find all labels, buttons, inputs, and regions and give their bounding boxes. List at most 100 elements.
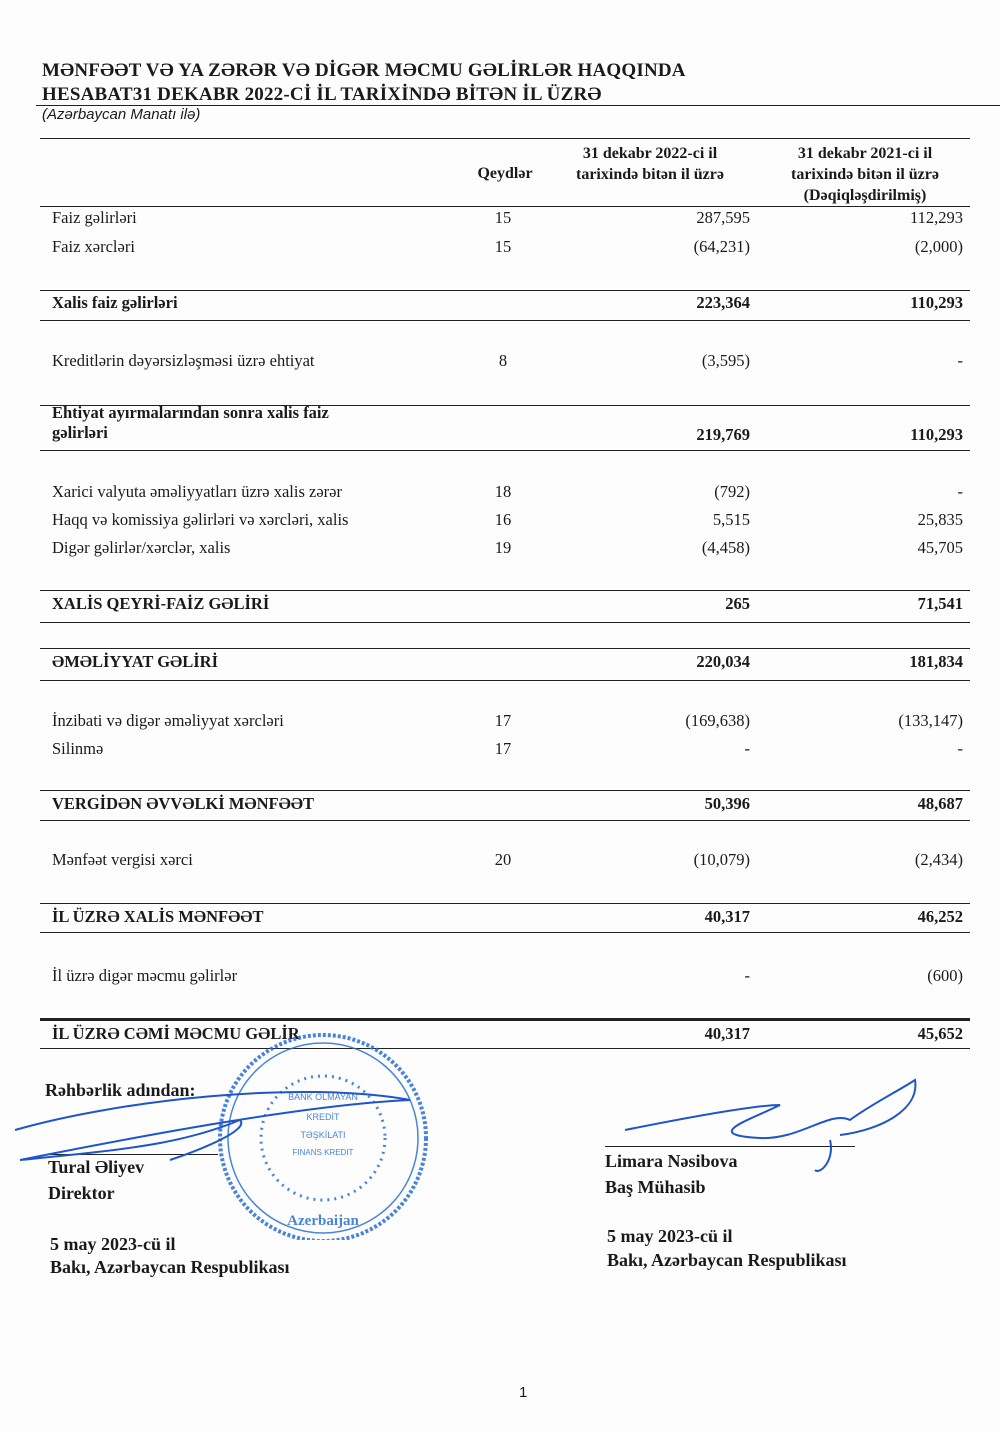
left-date: 5 may 2023-cü il: [50, 1234, 176, 1254]
value-2021: 48,687: [917, 794, 963, 813]
divider: [40, 820, 970, 821]
divider: [40, 320, 970, 321]
divider: [40, 648, 970, 649]
row-label: İL ÜZRƏ XALİS MƏNFƏƏT: [52, 907, 264, 926]
value-2022: (169,638): [685, 711, 750, 730]
value-2022: 5,515: [712, 510, 750, 529]
header-2022-line1: 31 dekabr 2022-ci il: [582, 145, 718, 162]
value-2022: (792): [714, 482, 750, 501]
row-label: İnzibati və digər əməliyyat xərcləri: [52, 711, 284, 730]
right-date: 5 may 2023-cü il: [607, 1226, 733, 1246]
value-2022: 40,317: [704, 1024, 750, 1043]
on-behalf-label: Rəhbərlik adından:: [45, 1080, 196, 1100]
value-2021: 25,835: [917, 510, 963, 529]
title-underline: [36, 105, 1000, 106]
value-2022: (10,079): [693, 850, 750, 869]
value-2021: (133,147): [898, 711, 963, 730]
row-note: 20: [494, 850, 512, 869]
value-2022: 220,034: [696, 652, 750, 671]
accountant-name: Limara Nəsibova: [605, 1151, 738, 1171]
value-2022: 40,317: [704, 907, 750, 926]
director-title: Direktor: [48, 1183, 115, 1203]
stamp-and-signatures: BANK OLMAYAN KREDİT TƏŞKİLATI FINANS KRE…: [14, 1033, 917, 1240]
divider: [40, 932, 970, 933]
row-label: Faiz gəlirləri: [52, 208, 137, 227]
header-2022: 31 dekabr 2022-ci il tarixində bitən il …: [550, 143, 750, 185]
row-label: XALİS QEYRİ-FAİZ GƏLİRİ: [52, 594, 270, 613]
value-2021: 71,541: [917, 594, 963, 613]
header-2022-line2: tarixində bitən il üzrə: [576, 166, 724, 183]
value-2021: 110,293: [910, 425, 963, 444]
row-label: VERGİDƏN ƏVVƏLKİ MƏNFƏƏT: [52, 794, 314, 813]
value-2022: (3,595): [701, 351, 750, 370]
accountant-title: Baş Mühasib: [605, 1177, 706, 1197]
divider: [40, 903, 970, 904]
row-note: 18: [494, 482, 512, 501]
value-2022: 287,595: [696, 208, 750, 227]
row-note: 17: [494, 711, 512, 730]
value-2021: 112,293: [909, 208, 963, 227]
row-label-cont: gəlirləri: [52, 423, 108, 442]
currency-note: (Azərbaycan Manatı ilə): [42, 106, 201, 123]
row-label: Xalis faiz gəlirləri: [52, 293, 178, 312]
value-2022: 219,769: [696, 425, 750, 444]
divider: [40, 138, 970, 139]
row-label: İl üzrə digər məcmu gəlirlər: [52, 966, 238, 985]
svg-text:TƏŞKİLATI: TƏŞKİLATI: [300, 1130, 345, 1140]
divider: [40, 290, 970, 291]
value-2021: 45,652: [917, 1024, 963, 1043]
header-notes: Qeydlər: [477, 165, 533, 182]
row-note: 15: [494, 208, 512, 227]
value-2021: (2,000): [914, 237, 963, 256]
row-note: 16: [494, 510, 512, 529]
row-label: Kreditlərin dəyərsizləşməsi üzrə ehtiyat: [52, 351, 315, 370]
divider: [40, 405, 970, 406]
header-2021: 31 dekabr 2021-ci il tarixində bitən il …: [765, 143, 965, 206]
divider: [40, 1018, 970, 1021]
right-place: Bakı, Azərbaycan Respublikası: [607, 1250, 847, 1270]
company-stamp: BANK OLMAYAN KREDİT TƏŞKİLATI FINANS KRE…: [218, 1033, 428, 1240]
value-2021: -: [957, 351, 964, 370]
header-2021-line3: (Dəqiqləşdirilmiş): [803, 187, 927, 204]
row-label: Silinmə: [52, 739, 104, 758]
svg-text:Azerbaijan: Azerbaijan: [287, 1213, 359, 1229]
divider: [40, 1048, 970, 1049]
value-2021: (2,434): [914, 850, 963, 869]
value-2022: 50,396: [704, 794, 750, 813]
value-2021: -: [957, 482, 964, 501]
title-line-1: MƏNFƏƏT VƏ YA ZƏRƏR VƏ DİGƏR MƏCMU GƏLİR…: [42, 60, 686, 81]
value-2021: 46,252: [917, 907, 963, 926]
signature-line-left: [48, 1154, 218, 1155]
divider: [40, 450, 970, 451]
header-2021-line1: 31 dekabr 2021-ci il: [797, 145, 933, 162]
signature-line-right: [605, 1146, 855, 1147]
row-label: ƏMƏLİYYAT GƏLİRİ: [52, 652, 219, 671]
divider: [40, 590, 970, 591]
value-2021: 181,834: [909, 652, 963, 671]
divider: [40, 622, 970, 623]
value-2021: 110,293: [910, 293, 963, 312]
value-2022: -: [744, 739, 751, 758]
svg-text:FINANS KREDIT: FINANS KREDIT: [293, 1148, 354, 1157]
row-label: İL ÜZRƏ CƏMİ MƏCMU GƏLİR: [52, 1024, 300, 1043]
svg-text:BANK OLMAYAN: BANK OLMAYAN: [288, 1092, 358, 1102]
row-note: 17: [494, 739, 512, 758]
row-note: 15: [494, 237, 512, 256]
title-line-2: HESABAT31 DEKABR 2022-Cİ İL TARİXİNDƏ Bİ…: [42, 84, 602, 105]
accountant-signature: [624, 1078, 917, 1172]
value-2022: 265: [725, 594, 750, 613]
left-place: Bakı, Azərbaycan Respublikası: [50, 1257, 290, 1277]
row-label: Mənfəət vergisi xərci: [52, 850, 193, 869]
value-2021: -: [957, 739, 964, 758]
director-name: Tural Əliyev: [48, 1157, 145, 1177]
row-label: Haqq və komissiya gəlirləri və xərcləri,…: [52, 510, 349, 529]
svg-text:KREDİT: KREDİT: [306, 1112, 340, 1122]
value-2022: (4,458): [701, 538, 750, 557]
page-number: 1: [519, 1384, 528, 1401]
row-label: Digər gəlirlər/xərclər, xalis: [52, 538, 231, 557]
header-2021-line2: tarixində bitən il üzrə: [791, 166, 939, 183]
divider: [40, 790, 970, 791]
row-label: Faiz xərcləri: [52, 237, 135, 256]
director-signature: [14, 1090, 411, 1161]
